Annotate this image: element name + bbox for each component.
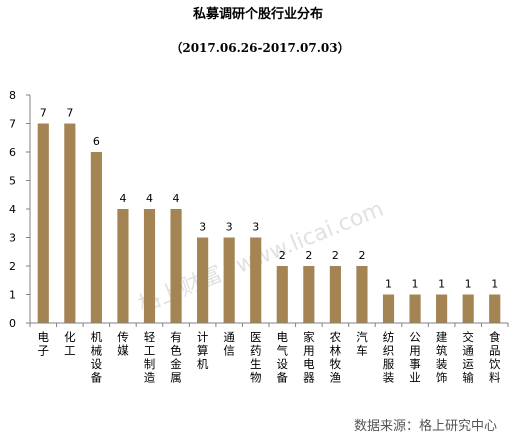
y-tick-label: 5 — [9, 175, 16, 188]
data-label: 4 — [119, 192, 126, 205]
y-tick-label: 4 — [9, 203, 16, 216]
bar — [90, 152, 102, 323]
data-label: 2 — [332, 249, 339, 262]
y-tick-label: 8 — [9, 89, 16, 102]
chart-subtitle: （2017.06.26-2017.07.03） — [170, 40, 349, 55]
data-label: 4 — [146, 192, 153, 205]
data-label: 7 — [66, 107, 73, 120]
bar — [64, 123, 76, 323]
data-label: 1 — [465, 278, 472, 291]
x-tick-label: 化工 — [64, 330, 76, 358]
bar — [409, 294, 421, 323]
bar — [117, 209, 129, 323]
x-tick-label: 汽车 — [356, 330, 368, 358]
x-tick-label: 电气设备 — [277, 330, 289, 385]
y-axis: 0 1 2 3 4 5 6 7 8 — [9, 89, 31, 330]
y-tick-label: 0 — [9, 317, 16, 330]
bar — [197, 237, 209, 323]
x-tick-label: 建筑装饰 — [436, 330, 448, 385]
bar — [303, 266, 315, 323]
data-label: 3 — [226, 221, 233, 234]
data-label: 1 — [385, 278, 392, 291]
data-label: 2 — [358, 249, 365, 262]
bar — [489, 294, 501, 323]
x-tick-label: 计算机 — [197, 330, 209, 371]
x-tick-label: 农林牧渔 — [330, 330, 342, 385]
y-tick-label: 2 — [9, 260, 16, 273]
y-tick-label: 6 — [9, 146, 16, 159]
x-tick-label: 纺织服装 — [383, 330, 395, 385]
bar — [250, 237, 262, 323]
data-label: 1 — [412, 278, 419, 291]
bar — [436, 294, 448, 323]
x-tick-label: 家用电器 — [303, 330, 315, 385]
x-tick-label: 传媒 — [117, 330, 129, 358]
bar — [462, 294, 474, 323]
bar — [143, 209, 156, 323]
data-label: 4 — [173, 192, 180, 205]
bar — [356, 266, 368, 323]
data-label: 3 — [252, 221, 259, 234]
data-label: 2 — [279, 249, 286, 262]
x-tick-label: 有色金属 — [170, 330, 182, 385]
x-tick-label: 机械设备 — [91, 330, 103, 385]
x-tick-label: 通信 — [223, 330, 235, 358]
bar — [329, 266, 341, 323]
x-tick-label: 食品饮料 — [489, 330, 501, 385]
x-tick-label: 公用事业 — [409, 330, 421, 385]
bar — [223, 237, 235, 323]
bar — [276, 266, 288, 323]
data-label: 7 — [40, 107, 47, 120]
bar — [382, 294, 395, 323]
x-tick-label: 电子 — [38, 330, 50, 358]
bar — [37, 123, 49, 323]
chart-title: 私募调研个股行业分布 — [193, 6, 323, 22]
bar — [170, 209, 182, 323]
y-tick-label: 7 — [9, 118, 16, 131]
x-tick-label: 交通运输 — [462, 330, 474, 385]
source-note: 数据来源：格上研究中心 — [354, 418, 497, 434]
data-label: 2 — [305, 249, 312, 262]
data-label: 6 — [93, 135, 100, 148]
y-tick-label: 1 — [9, 289, 16, 302]
y-tick-label: 3 — [9, 232, 16, 245]
x-tick-label: 轻工制造 — [144, 330, 156, 385]
data-label: 3 — [199, 221, 206, 234]
x-tick-label: 医药生物 — [250, 330, 262, 385]
data-label: 1 — [491, 278, 498, 291]
data-label: 1 — [438, 278, 445, 291]
bar-series: 7 7 6 4 4 4 3 3 3 2 2 2 2 1 1 1 1 1 — [37, 107, 501, 323]
